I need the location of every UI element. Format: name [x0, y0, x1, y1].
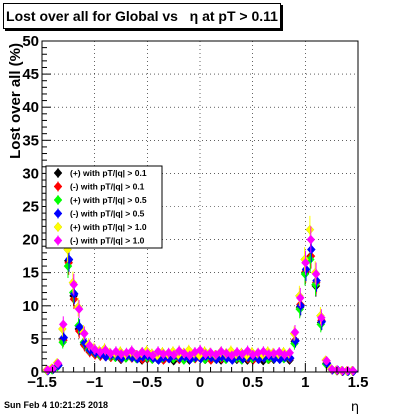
data-point	[63, 261, 73, 271]
data-point	[85, 340, 94, 351]
data-point	[74, 304, 84, 314]
x-tick-label: 1.5	[348, 374, 369, 391]
data-point	[311, 269, 321, 279]
data-point	[79, 328, 89, 339]
data-point	[58, 319, 68, 330]
y-tick-label: 10	[22, 298, 39, 315]
x-tick-label: −1.5	[27, 374, 57, 391]
y-tick-label: 0	[31, 364, 39, 381]
legend-label: (-) with pT/|q| > 0.1	[70, 182, 145, 192]
legend-label: (+) with pT/|q| > 1.0	[70, 222, 147, 232]
data-point	[301, 257, 310, 268]
data-point	[322, 355, 331, 366]
y-tick-label: 15	[22, 265, 39, 282]
data-point	[127, 345, 137, 356]
legend-label: (-) with pT/|q| > 1.0	[70, 236, 145, 246]
legend-marker	[53, 168, 63, 178]
data-point	[169, 349, 179, 360]
axis-layer: −1.5 −1 −0.5 0 0.5 1 1.5 0 5 10 15 20 25 30 35 40 45 50	[22, 33, 368, 391]
y-axis-label: Lost over all (%)	[7, 43, 24, 159]
x-tick-label: 0	[196, 374, 204, 391]
x-tick-label: −0.5	[133, 374, 163, 391]
y-tick-label: 45	[22, 66, 39, 83]
x-tick-label: 1	[301, 374, 309, 391]
data-point	[195, 345, 205, 356]
legend-label: (-) with pT/|q| > 0.5	[70, 209, 145, 219]
y-tick-label: 20	[22, 232, 39, 249]
legend-marker	[53, 208, 63, 219]
y-tick-label: 50	[22, 33, 39, 50]
data-point	[291, 336, 300, 346]
data-point	[243, 345, 252, 356]
data-point	[58, 324, 67, 334]
data-point	[316, 312, 326, 323]
legend-label: (+) with pT/|q| > 0.5	[70, 195, 147, 205]
x-axis-label: η	[351, 400, 359, 414]
data-point	[306, 234, 316, 245]
y-tick-label: 40	[22, 99, 39, 116]
data-point	[348, 365, 358, 376]
y-tick-label: 5	[31, 331, 39, 348]
data-point	[285, 347, 295, 358]
chart-title: Lost over all for Global vs η at pT > 0.…	[3, 3, 281, 29]
legend-label: (+) with pT/|q| > 0.1	[70, 168, 147, 178]
data-layer	[42, 215, 358, 377]
timestamp: Sun Feb 4 10:21:25 2018	[4, 400, 109, 410]
data-point	[148, 350, 158, 361]
y-tick-label: 25	[22, 199, 39, 216]
legend-marker	[53, 195, 63, 205]
legend: (+) with pT/|q| > 0.1 (-) with pT/|q| > 0…	[45, 165, 163, 249]
data-point	[305, 224, 315, 235]
data-point	[69, 279, 79, 290]
x-tick-label: −1	[86, 374, 103, 391]
y-tick-label: 30	[22, 165, 39, 182]
legend-marker	[53, 222, 63, 232]
legend-marker	[53, 235, 63, 246]
data-point	[75, 322, 84, 332]
data-point	[295, 292, 305, 303]
data-point	[59, 332, 69, 343]
data-point	[64, 254, 74, 265]
data-point	[290, 327, 300, 338]
legend-marker	[53, 181, 63, 192]
legend-box	[45, 165, 163, 249]
data-point	[53, 358, 63, 369]
x-tick-label: 0.5	[242, 374, 263, 391]
y-tick-label: 35	[22, 132, 39, 149]
